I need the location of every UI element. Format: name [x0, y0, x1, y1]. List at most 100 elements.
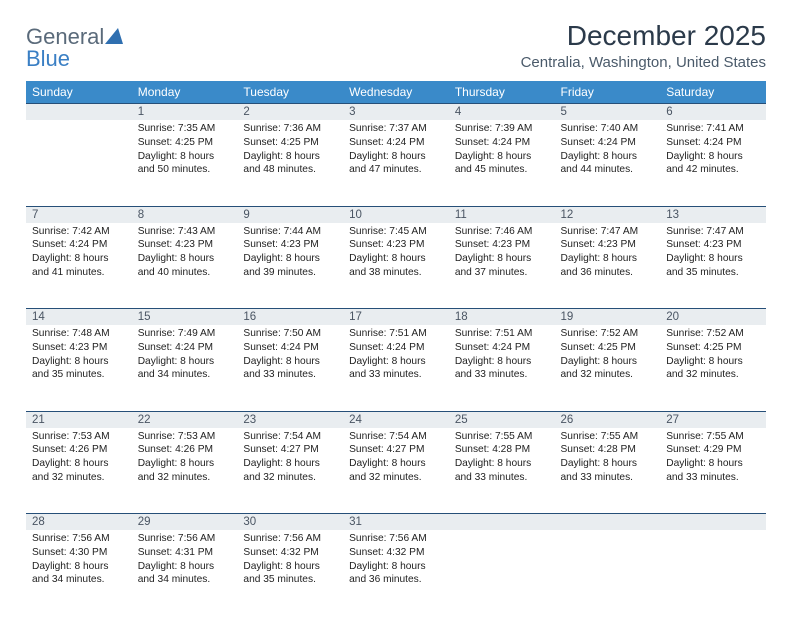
sunset-text: Sunset: 4:26 PM [32, 443, 126, 457]
day-cell: Sunrise: 7:47 AMSunset: 4:23 PMDaylight:… [660, 223, 766, 309]
day-number: 20 [660, 309, 766, 326]
sunset-text: Sunset: 4:28 PM [561, 443, 655, 457]
day-cell: Sunrise: 7:35 AMSunset: 4:25 PMDaylight:… [132, 120, 238, 206]
day-number: 6 [660, 104, 766, 121]
day-number: 23 [237, 411, 343, 428]
sunrise-text: Sunrise: 7:56 AM [138, 532, 232, 546]
day-number-row: 123456 [26, 104, 766, 121]
day-cell: Sunrise: 7:55 AMSunset: 4:28 PMDaylight:… [555, 428, 661, 514]
weekday-header: Sunday [26, 81, 132, 104]
sail-icon [105, 26, 123, 48]
sunrise-text: Sunrise: 7:56 AM [349, 532, 443, 546]
day-number: 5 [555, 104, 661, 121]
sunset-text: Sunset: 4:23 PM [666, 238, 760, 252]
daylight-text: and 34 minutes. [32, 573, 126, 587]
week-row: Sunrise: 7:53 AMSunset: 4:26 PMDaylight:… [26, 428, 766, 514]
day-number-row: 78910111213 [26, 206, 766, 223]
daylight-text: and 50 minutes. [138, 163, 232, 177]
sunrise-text: Sunrise: 7:54 AM [243, 430, 337, 444]
daylight-text: and 32 minutes. [243, 471, 337, 485]
daylight-text: Daylight: 8 hours [666, 457, 760, 471]
day-cell: Sunrise: 7:51 AMSunset: 4:24 PMDaylight:… [449, 325, 555, 411]
weekday-header-row: Sunday Monday Tuesday Wednesday Thursday… [26, 81, 766, 104]
weekday-header: Friday [555, 81, 661, 104]
daylight-text: Daylight: 8 hours [561, 252, 655, 266]
day-cell: Sunrise: 7:56 AMSunset: 4:31 PMDaylight:… [132, 530, 238, 616]
sunset-text: Sunset: 4:23 PM [455, 238, 549, 252]
daylight-text: Daylight: 8 hours [561, 355, 655, 369]
sunset-text: Sunset: 4:32 PM [349, 546, 443, 560]
daylight-text: Daylight: 8 hours [243, 252, 337, 266]
day-number-row: 14151617181920 [26, 309, 766, 326]
daylight-text: and 38 minutes. [349, 266, 443, 280]
day-cell: Sunrise: 7:47 AMSunset: 4:23 PMDaylight:… [555, 223, 661, 309]
day-cell: Sunrise: 7:40 AMSunset: 4:24 PMDaylight:… [555, 120, 661, 206]
daylight-text: Daylight: 8 hours [32, 252, 126, 266]
day-number: 15 [132, 309, 238, 326]
day-number: 21 [26, 411, 132, 428]
day-cell: Sunrise: 7:49 AMSunset: 4:24 PMDaylight:… [132, 325, 238, 411]
daylight-text: Daylight: 8 hours [349, 355, 443, 369]
day-cell: Sunrise: 7:36 AMSunset: 4:25 PMDaylight:… [237, 120, 343, 206]
daylight-text: and 36 minutes. [561, 266, 655, 280]
sunset-text: Sunset: 4:26 PM [138, 443, 232, 457]
day-cell: Sunrise: 7:42 AMSunset: 4:24 PMDaylight:… [26, 223, 132, 309]
day-number: 12 [555, 206, 661, 223]
sunset-text: Sunset: 4:28 PM [455, 443, 549, 457]
day-number: 9 [237, 206, 343, 223]
day-cell: Sunrise: 7:54 AMSunset: 4:27 PMDaylight:… [343, 428, 449, 514]
day-cell: Sunrise: 7:45 AMSunset: 4:23 PMDaylight:… [343, 223, 449, 309]
day-number: 25 [449, 411, 555, 428]
day-cell: Sunrise: 7:54 AMSunset: 4:27 PMDaylight:… [237, 428, 343, 514]
day-number: 24 [343, 411, 449, 428]
day-number: 4 [449, 104, 555, 121]
day-cell: Sunrise: 7:41 AMSunset: 4:24 PMDaylight:… [660, 120, 766, 206]
sunset-text: Sunset: 4:24 PM [666, 136, 760, 150]
daylight-text: and 35 minutes. [666, 266, 760, 280]
week-row: Sunrise: 7:35 AMSunset: 4:25 PMDaylight:… [26, 120, 766, 206]
day-number: 7 [26, 206, 132, 223]
sunrise-text: Sunrise: 7:51 AM [349, 327, 443, 341]
day-cell [660, 530, 766, 616]
daylight-text: and 32 minutes. [561, 368, 655, 382]
daylight-text: Daylight: 8 hours [666, 252, 760, 266]
sunrise-text: Sunrise: 7:39 AM [455, 122, 549, 136]
header: General Blue December 2025 Centralia, Wa… [26, 20, 766, 71]
daylight-text: Daylight: 8 hours [138, 355, 232, 369]
day-cell: Sunrise: 7:55 AMSunset: 4:29 PMDaylight:… [660, 428, 766, 514]
day-number: 16 [237, 309, 343, 326]
daylight-text: and 35 minutes. [32, 368, 126, 382]
daylight-text: and 33 minutes. [455, 471, 549, 485]
day-cell: Sunrise: 7:52 AMSunset: 4:25 PMDaylight:… [555, 325, 661, 411]
sunrise-text: Sunrise: 7:56 AM [243, 532, 337, 546]
daylight-text: and 42 minutes. [666, 163, 760, 177]
calendar-table: Sunday Monday Tuesday Wednesday Thursday… [26, 81, 766, 616]
daylight-text: and 40 minutes. [138, 266, 232, 280]
daylight-text: and 33 minutes. [561, 471, 655, 485]
daylight-text: and 34 minutes. [138, 368, 232, 382]
sunset-text: Sunset: 4:24 PM [561, 136, 655, 150]
daylight-text: and 32 minutes. [349, 471, 443, 485]
sunrise-text: Sunrise: 7:53 AM [32, 430, 126, 444]
daylight-text: and 36 minutes. [349, 573, 443, 587]
sunset-text: Sunset: 4:24 PM [243, 341, 337, 355]
daylight-text: Daylight: 8 hours [32, 560, 126, 574]
daylight-text: and 33 minutes. [666, 471, 760, 485]
day-cell: Sunrise: 7:48 AMSunset: 4:23 PMDaylight:… [26, 325, 132, 411]
sunrise-text: Sunrise: 7:55 AM [666, 430, 760, 444]
sunrise-text: Sunrise: 7:47 AM [666, 225, 760, 239]
day-number: 27 [660, 411, 766, 428]
sunset-text: Sunset: 4:31 PM [138, 546, 232, 560]
day-number: 1 [132, 104, 238, 121]
day-number: 17 [343, 309, 449, 326]
day-number: 22 [132, 411, 238, 428]
daylight-text: Daylight: 8 hours [243, 560, 337, 574]
weekday-header: Wednesday [343, 81, 449, 104]
day-cell: Sunrise: 7:56 AMSunset: 4:32 PMDaylight:… [237, 530, 343, 616]
sunrise-text: Sunrise: 7:41 AM [666, 122, 760, 136]
daylight-text: Daylight: 8 hours [32, 457, 126, 471]
sunrise-text: Sunrise: 7:50 AM [243, 327, 337, 341]
day-cell: Sunrise: 7:52 AMSunset: 4:25 PMDaylight:… [660, 325, 766, 411]
sunset-text: Sunset: 4:25 PM [561, 341, 655, 355]
sunrise-text: Sunrise: 7:56 AM [32, 532, 126, 546]
